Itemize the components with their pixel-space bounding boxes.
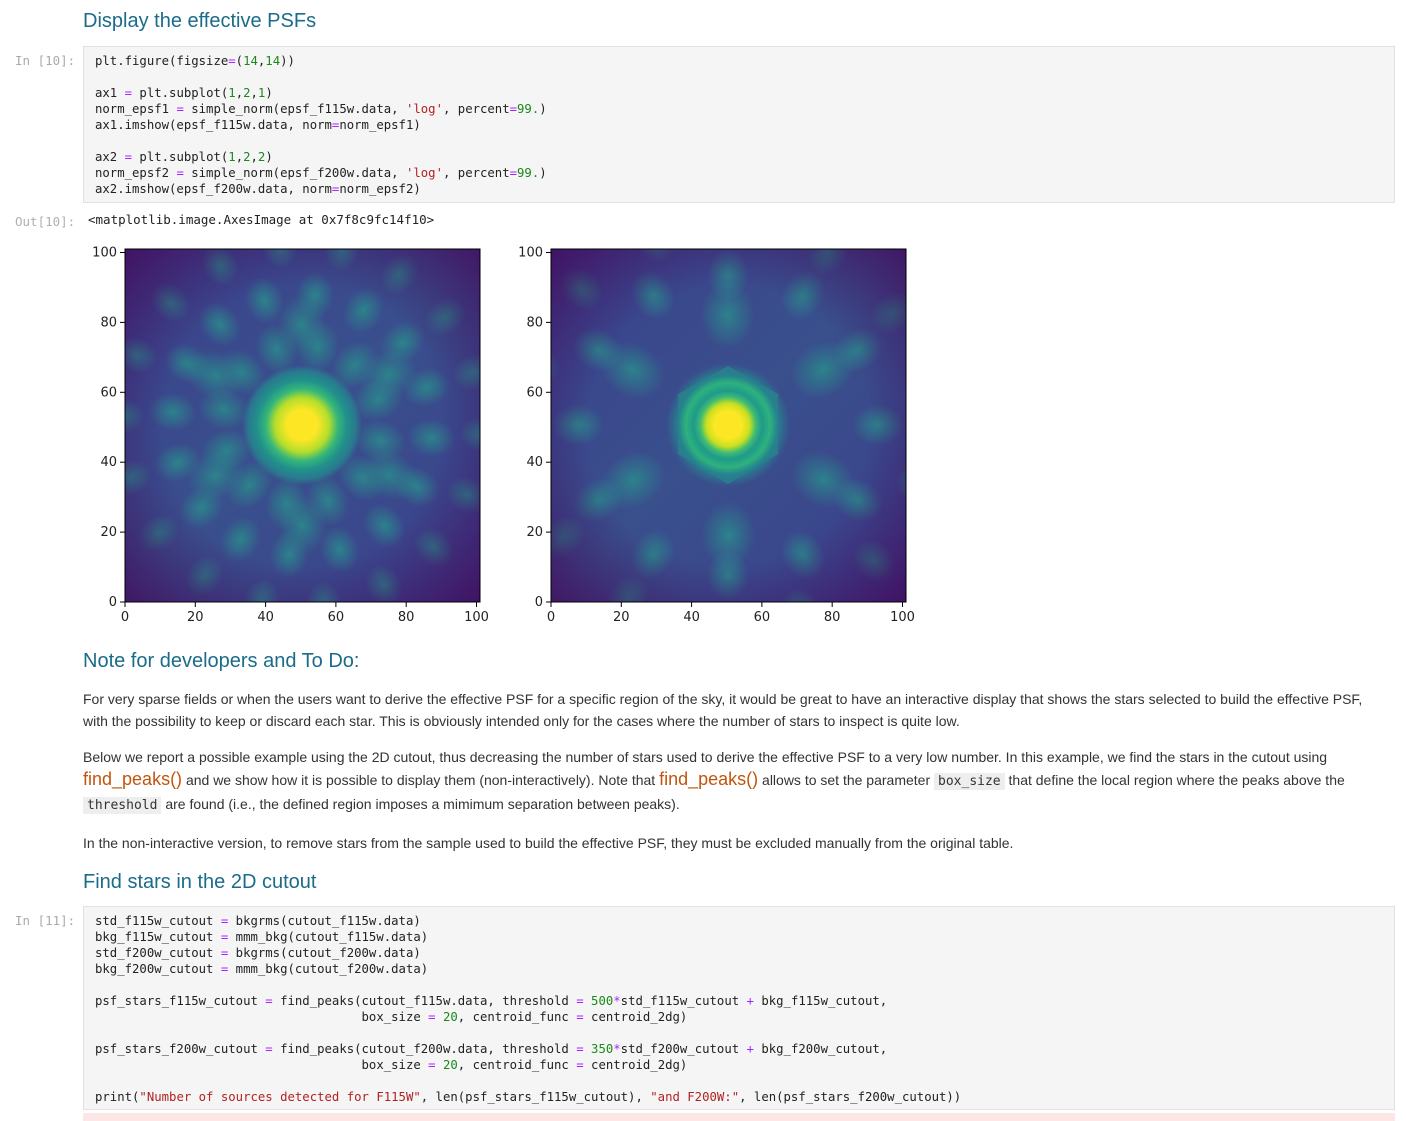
psf-figure: 0 20 40 60 80 100 0 20 40 60 80 100 0 20 40 60 80 100 0 20… xyxy=(92,245,915,625)
y-tick-label: 100 xyxy=(518,245,543,260)
code-cell-10[interactable]: plt.figure(figsize=(14,14)) ax1 = plt.su… xyxy=(83,46,1395,203)
inline-code-box-size: box_size xyxy=(934,773,1005,790)
x-tick-label: 20 xyxy=(187,610,204,625)
x-tick-label: 80 xyxy=(398,610,415,625)
code-line: norm_epsf2 = simple_norm(epsf_f200w.data… xyxy=(95,166,547,180)
x-tick-label: 20 xyxy=(613,610,630,625)
section-heading-display-psfs: Display the effective PSFs xyxy=(83,10,317,32)
paragraph-text: Below we report a possible example using… xyxy=(83,749,1328,765)
x-tick-label: 60 xyxy=(754,610,771,625)
heatmap-f115w xyxy=(125,249,480,602)
input-prompt: In [10]: xyxy=(15,53,76,68)
code-line: print("Number of sources detected for F1… xyxy=(95,1090,962,1104)
section-heading-dev-notes: Note for developers and To Do: xyxy=(83,650,360,672)
y-tick-label: 0 xyxy=(535,595,543,610)
paragraph-text: that define the local region where the p… xyxy=(1008,772,1345,788)
paragraph-example: Below we report a possible example using… xyxy=(83,746,1383,817)
x-tick-label: 100 xyxy=(890,610,915,625)
y-tick-label: 0 xyxy=(109,595,117,610)
code-cell-11[interactable]: std_f115w_cutout = bkgrms(cutout_f115w.d… xyxy=(83,906,1395,1110)
paragraph-text: allows to set the parameter xyxy=(762,772,931,788)
y-tick-label: 60 xyxy=(100,385,117,400)
code-editor[interactable]: plt.figure(figsize=(14,14)) ax1 = plt.su… xyxy=(95,53,547,197)
x-tick-label: 60 xyxy=(328,610,345,625)
axes-frame-2 xyxy=(550,248,907,603)
y-tick-label: 40 xyxy=(100,455,117,470)
code-line: ax1 = plt.subplot(1,2,1) xyxy=(95,86,273,100)
code-line: psf_stars_f200w_cutout = find_peaks(cuto… xyxy=(95,1042,888,1056)
code-line: norm_epsf1 = simple_norm(epsf_f115w.data… xyxy=(95,102,547,116)
paragraph-non-interactive: In the non-interactive version, to remov… xyxy=(83,835,1014,851)
heatmap-f200w xyxy=(551,249,906,602)
axes-frame-1 xyxy=(124,248,481,603)
code-line: box_size = 20, centroid_func = centroid_… xyxy=(95,1058,688,1072)
section-heading-find-stars: Find stars in the 2D cutout xyxy=(83,871,317,893)
input-prompt: In [11]: xyxy=(15,913,76,928)
code-line: ax2 = plt.subplot(1,2,2) xyxy=(95,150,273,164)
error-output-strip xyxy=(83,1113,1395,1121)
x-tick-label: 80 xyxy=(824,610,841,625)
x-tick-label: 0 xyxy=(121,610,129,625)
x-tick-label: 40 xyxy=(683,610,700,625)
x-tick-label: 0 xyxy=(547,610,555,625)
code-line: ax2.imshow(epsf_f200w.data, norm=norm_ep… xyxy=(95,182,421,196)
y-tick-label: 100 xyxy=(92,245,117,260)
code-line: psf_stars_f115w_cutout = find_peaks(cuto… xyxy=(95,994,888,1008)
code-line: bkg_f200w_cutout = mmm_bkg(cutout_f200w.… xyxy=(95,962,429,976)
find-peaks-link[interactable]: find_peaks() xyxy=(83,769,183,789)
x-tick-label: 100 xyxy=(464,610,489,625)
code-line: box_size = 20, centroid_func = centroid_… xyxy=(95,1010,688,1024)
paragraph-text: are found (i.e., the defined region impo… xyxy=(165,796,680,812)
code-line: plt.figure(figsize=(14,14)) xyxy=(95,54,295,68)
code-line: bkg_f115w_cutout = mmm_bkg(cutout_f115w.… xyxy=(95,930,429,944)
code-editor[interactable]: std_f115w_cutout = bkgrms(cutout_f115w.d… xyxy=(95,913,961,1105)
output-text: <matplotlib.image.AxesImage at 0x7f8c9fc… xyxy=(88,212,435,227)
y-tick-label: 20 xyxy=(526,525,543,540)
x-tick-label: 40 xyxy=(257,610,274,625)
code-line: std_f115w_cutout = bkgrms(cutout_f115w.d… xyxy=(95,914,421,928)
output-prompt: Out[10]: xyxy=(15,214,76,229)
y-tick-label: 20 xyxy=(100,525,117,540)
find-peaks-link[interactable]: find_peaks() xyxy=(659,769,759,789)
y-tick-label: 80 xyxy=(100,315,117,330)
y-tick-label: 80 xyxy=(526,315,543,330)
inline-code-threshold: threshold xyxy=(83,797,162,814)
code-line: std_f200w_cutout = bkgrms(cutout_f200w.d… xyxy=(95,946,421,960)
y-tick-label: 60 xyxy=(526,385,543,400)
paragraph-sparse-fields: For very sparse fields or when the users… xyxy=(83,691,1363,729)
code-line: ax1.imshow(epsf_f115w.data, norm=norm_ep… xyxy=(95,118,421,132)
y-tick-label: 40 xyxy=(526,455,543,470)
paragraph-text: and we show how it is possible to displa… xyxy=(185,772,656,788)
